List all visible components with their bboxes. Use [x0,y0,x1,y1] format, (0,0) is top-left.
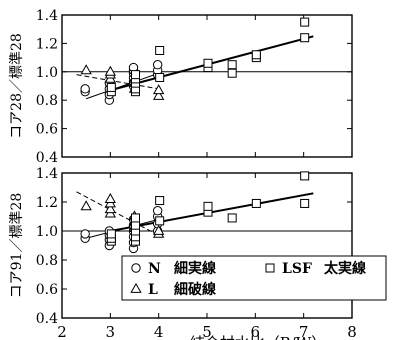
point-lsf [106,229,116,239]
point-lsf [106,82,116,92]
legend-marker-n [131,263,141,273]
legend-line-style: 太実線 [324,260,366,277]
point-lsf [203,58,213,68]
y-axis-label: コア91／標準28 [9,193,25,299]
y-tick-label: 0.4 [36,150,58,166]
point-l [153,84,165,95]
y-tick-label: 1.4 [36,8,58,24]
y-tick-label: 1.2 [36,195,58,211]
x-tick-label: 2 [57,323,67,340]
x-tick-label: 8 [347,323,357,340]
y-tick-label: 1.0 [36,224,58,240]
point-lsf [155,216,165,226]
legend-marker-l [130,282,142,293]
y-axis-label: コア28／標準28 [9,33,25,139]
legend: N 細実線 L 細破線 LSF 太実線 [121,255,387,301]
point-n [80,229,90,239]
point-l [104,203,116,214]
point-lsf [300,198,310,208]
point-lsf [155,196,165,206]
legend-marker-lsf [265,263,275,273]
x-tick-label: 3 [106,323,116,340]
point-n [152,59,163,70]
point-lsf [300,17,310,27]
legend-code: L [148,282,158,298]
legend-line-style: 細実線 [174,260,216,277]
legend-code: N [148,261,161,277]
panel-bottom: 0.4 0.6 0.8 1.0 1.2 1.4 2 3 4 5 6 7 8 コア91／標準28 結合材水比（… [9,166,357,340]
point-lsf [131,70,140,80]
legend-line-style: 細破線 [174,281,216,298]
x-axis-label: 結合材水比（B/W） [190,334,327,340]
point-lsf [155,46,165,55]
point-lsf [227,68,237,78]
legend-box [121,255,387,301]
point-lsf [203,201,213,211]
point-lsf [155,72,165,82]
point-l [153,224,165,235]
point-lsf [251,50,261,60]
y-tick-label: 1.0 [36,65,58,81]
point-lsf [227,213,237,223]
point-n [80,84,90,94]
y-tick-label: 0.6 [36,282,58,298]
point-l [80,200,92,211]
y-tick-label: 1.4 [36,166,58,182]
fit-line-n [86,72,159,100]
x-tick-label: 6 [251,323,261,340]
x-tick-label: 5 [202,323,212,340]
point-lsf [251,198,261,208]
point-lsf [300,171,310,181]
panel-top: 0.4 0.6 0.8 1.0 1.2 1.4 コア28／標準28 [9,8,353,166]
point-lsf [131,213,140,223]
point-l [104,65,116,76]
x-tick-label: 4 [154,323,164,340]
fit-line-l [76,74,159,90]
point-l [80,64,92,75]
y-tick-label: 0.8 [36,93,58,109]
point-l [153,89,165,100]
legend-code: LSF [282,261,312,277]
y-tick-label: 0.6 [36,122,58,138]
point-lsf [300,33,310,43]
y-tick-label: 1.2 [36,36,58,52]
point-n [152,206,163,216]
y-tick-label: 0.8 [36,253,58,269]
x-tick-label: 7 [299,323,309,340]
point-l [104,192,116,203]
point-lsf [227,60,237,70]
y-tick-label: 0.4 [36,311,58,327]
